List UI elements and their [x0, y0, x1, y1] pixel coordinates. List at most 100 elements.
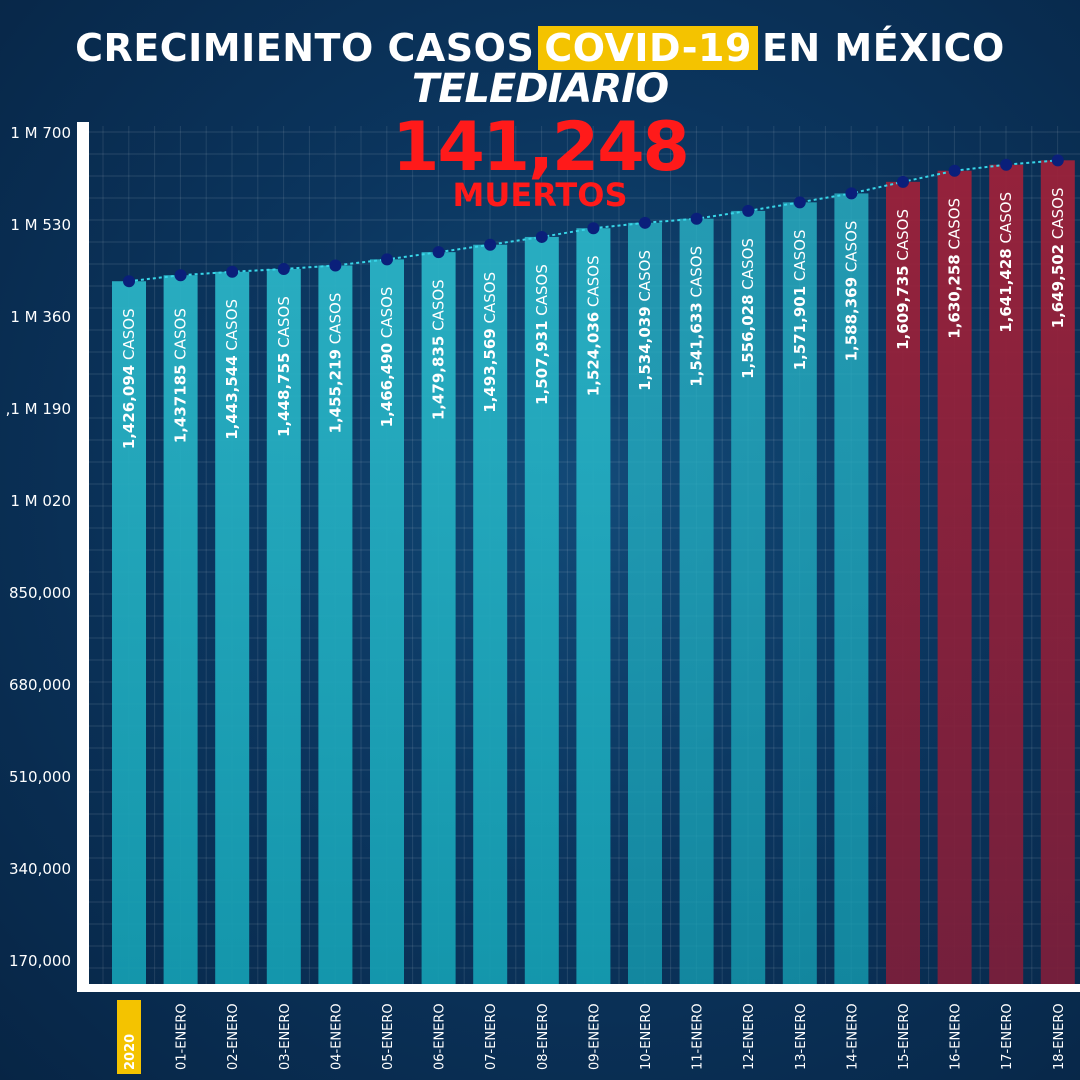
- y-tick-label: 340,000: [9, 860, 71, 878]
- data-point-marker: [1000, 158, 1013, 171]
- x-tick-label: 11-ENERO: [691, 1003, 706, 1070]
- bar-value-label: 1,455,219 CASOS: [326, 293, 344, 434]
- bar-value-label: 1,609,735 CASOS: [894, 209, 912, 350]
- data-point-marker: [432, 246, 445, 259]
- bar-value-label: 1,466,490 CASOS: [378, 287, 396, 428]
- data-point-marker: [690, 212, 703, 225]
- bar: [112, 281, 146, 985]
- x-tick-label: 07-ENERO: [484, 1003, 499, 1070]
- bar-value-label: 1,443,544 CASOS: [223, 299, 241, 440]
- x-tick-label: 10-ENERO: [639, 1003, 654, 1070]
- bar: [318, 265, 353, 984]
- y-tick-label: 680,000: [9, 676, 71, 694]
- bar: [370, 259, 404, 984]
- y-tick-label: 170,000: [9, 952, 71, 970]
- x-axis-line: [77, 984, 1080, 992]
- bar: [215, 271, 250, 984]
- deaths-label: MUERTOS: [452, 176, 628, 214]
- bar: [473, 244, 508, 985]
- x-tick-label: 2020: [123, 1034, 138, 1070]
- y-tick-label: ,1 M 190: [6, 400, 71, 418]
- x-tick-label: 03-ENERO: [278, 1003, 293, 1070]
- bar-value-label: 1,571,901 CASOS: [791, 229, 809, 370]
- data-point-marker: [226, 265, 239, 278]
- bar-value-label: 1,524,036 CASOS: [584, 255, 602, 396]
- y-tick-label: 1 M 530: [10, 216, 71, 234]
- data-point-marker: [639, 216, 651, 229]
- data-point-marker: [1051, 154, 1064, 167]
- data-point-marker: [174, 269, 187, 282]
- chart-title: CRECIMIENTO CASOS COVID-19 EN MÉXICO: [0, 26, 1080, 70]
- data-point-marker: [484, 238, 497, 251]
- bar-value-label: 1,493,569 CASOS: [481, 272, 499, 413]
- bar-value-label: 1,507,931 CASOS: [533, 264, 551, 405]
- data-point-marker: [845, 187, 858, 200]
- bar: [266, 268, 301, 984]
- bar: [524, 236, 559, 984]
- x-tick-label: 14-ENERO: [845, 1003, 860, 1070]
- bar-value-label: 1,649,502 CASOS: [1049, 188, 1067, 329]
- title-suffix: EN MÉXICO: [761, 26, 1005, 70]
- y-tick-label: 1 M 700: [10, 124, 71, 142]
- bar-value-label: 1,630,258 CASOS: [946, 198, 964, 339]
- bar-value-label: 1,479,835 CASOS: [430, 279, 448, 420]
- bar: [886, 181, 920, 984]
- bar: [421, 252, 456, 984]
- data-point-marker: [381, 253, 393, 266]
- x-tick-label: 16-ENERO: [949, 1003, 964, 1070]
- x-tick-label: 04-ENERO: [329, 1003, 344, 1070]
- y-tick-label: 1 M 020: [10, 492, 71, 510]
- bar-value-label: 1,437185 CASOS: [172, 308, 190, 443]
- bar-value-label: 1,534,039 CASOS: [636, 250, 654, 391]
- y-tick-label: 1 M 360: [10, 308, 71, 326]
- y-tick-label: 510,000: [9, 768, 71, 786]
- x-tick-label: 01-ENERO: [175, 1003, 190, 1070]
- bar: [782, 202, 817, 984]
- data-point-marker: [535, 230, 548, 243]
- x-tick-label: 09-ENERO: [587, 1003, 602, 1070]
- bar: [731, 210, 766, 985]
- y-axis-labels: 1 M 700 1 M 530 1 M 360 ,1 M 190 1 M 020 850,…: [6, 124, 71, 970]
- data-point-marker: [123, 275, 135, 288]
- data-point-marker: [897, 175, 909, 188]
- x-tick-label: 13-ENERO: [794, 1003, 809, 1070]
- x-tick-label: 06-ENERO: [433, 1003, 448, 1070]
- title-highlight: COVID-19: [538, 26, 758, 70]
- bar-value-label: 1,641,428 CASOS: [997, 192, 1015, 333]
- title-prefix: CRECIMIENTO CASOS: [75, 26, 535, 70]
- bar: [163, 275, 198, 984]
- x-tick-label: 05-ENERO: [381, 1003, 396, 1070]
- bar-value-label: 1,556,028 CASOS: [739, 238, 757, 379]
- brand-logo: TELEDIARIO: [411, 66, 669, 112]
- x-tick-label: 17-ENERO: [1000, 1003, 1015, 1070]
- bar: [1040, 160, 1075, 985]
- bar: [679, 218, 714, 985]
- bars: [112, 160, 1075, 985]
- x-tick-label: 02-ENERO: [226, 1003, 241, 1070]
- x-tick-label: 18-ENERO: [1052, 1003, 1067, 1070]
- bar: [834, 193, 869, 985]
- bar: [576, 228, 611, 985]
- data-point-marker: [277, 262, 290, 275]
- axes: [77, 122, 1080, 992]
- bar-value-labels: 1,426,094 CASOS 1,437185 CASOS 1,443,544 C…: [120, 188, 1067, 450]
- bar: [628, 222, 662, 984]
- data-point-marker: [742, 204, 755, 217]
- data-point-marker: [948, 164, 961, 177]
- highlight-box: [117, 1000, 141, 1074]
- bar-value-label: 1,448,755 CASOS: [275, 296, 293, 437]
- bar-value-label: 1,588,369 CASOS: [842, 221, 860, 362]
- x-tick-label: 12-ENERO: [742, 1003, 757, 1070]
- x-axis-labels: 2020 01-ENERO 02-ENERO 03-ENERO 04-ENERO 05-E…: [117, 1000, 1067, 1074]
- point-markers: [123, 154, 1064, 288]
- bar: [937, 170, 972, 984]
- data-point-marker: [793, 196, 806, 209]
- x-tick-label: 08-ENERO: [536, 1003, 551, 1070]
- data-point-marker: [329, 259, 342, 272]
- y-tick-label: 850,000: [9, 584, 71, 602]
- deaths-count: 141,248: [392, 108, 690, 187]
- bar-value-label: 1,541,633 CASOS: [688, 246, 706, 387]
- bar: [989, 164, 1024, 985]
- bar-value-label: 1,426,094 CASOS: [120, 308, 138, 449]
